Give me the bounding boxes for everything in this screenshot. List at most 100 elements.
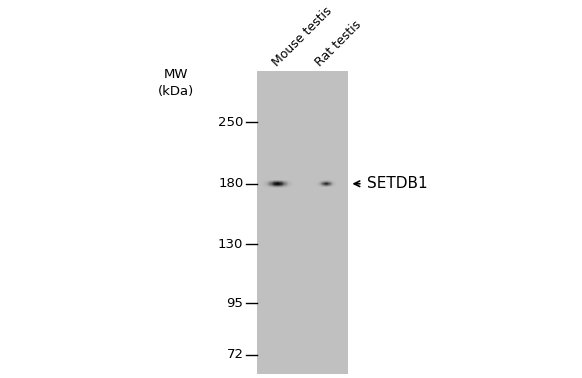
Bar — [276, 182, 277, 183]
Bar — [269, 180, 270, 181]
Bar — [271, 183, 272, 184]
Bar — [283, 187, 284, 188]
Bar — [277, 180, 278, 181]
Bar — [288, 184, 289, 185]
Bar — [272, 185, 274, 186]
Bar — [267, 184, 268, 185]
Bar — [278, 180, 279, 181]
Bar — [292, 184, 293, 185]
Bar — [286, 180, 287, 181]
Bar — [266, 186, 267, 187]
Bar — [281, 187, 282, 188]
Bar — [284, 183, 285, 184]
Bar — [290, 180, 291, 181]
Bar — [265, 187, 266, 188]
Bar — [293, 180, 294, 181]
Bar — [281, 181, 282, 182]
Bar — [276, 185, 277, 186]
Bar — [261, 186, 262, 187]
Bar — [274, 181, 275, 182]
Bar — [280, 184, 281, 185]
Bar — [264, 182, 265, 183]
Bar — [274, 180, 275, 181]
Bar — [276, 180, 277, 181]
Bar — [285, 186, 286, 187]
Bar — [287, 185, 288, 186]
Bar — [270, 185, 271, 186]
Bar — [282, 185, 283, 186]
Bar — [278, 186, 279, 187]
Bar — [283, 181, 284, 182]
Text: 72: 72 — [226, 348, 243, 361]
Bar — [264, 184, 265, 185]
Bar — [283, 183, 284, 184]
Bar — [271, 182, 272, 183]
Bar — [268, 185, 269, 186]
Bar — [270, 187, 271, 188]
Bar — [284, 181, 285, 182]
Bar — [269, 181, 270, 182]
Bar — [291, 181, 292, 182]
Bar — [291, 186, 292, 187]
Bar — [279, 181, 280, 182]
Bar — [293, 182, 294, 183]
Bar — [276, 181, 277, 182]
Bar — [289, 186, 290, 187]
Bar — [281, 182, 282, 183]
Bar — [283, 182, 284, 183]
Bar — [285, 184, 286, 185]
Bar — [262, 187, 264, 188]
Bar — [283, 180, 284, 181]
Bar — [270, 181, 271, 182]
Bar — [292, 187, 293, 188]
Bar — [280, 186, 281, 187]
Bar — [288, 187, 289, 188]
Bar — [267, 187, 268, 188]
Bar — [285, 183, 286, 184]
Bar — [261, 187, 262, 188]
Bar — [292, 183, 293, 184]
Bar — [265, 184, 266, 185]
Bar — [281, 183, 282, 184]
Bar — [277, 181, 278, 182]
Bar — [265, 181, 266, 182]
Bar — [279, 180, 280, 181]
Bar — [269, 184, 270, 185]
Bar — [285, 185, 286, 186]
Bar — [280, 185, 281, 186]
Bar — [261, 181, 262, 182]
Bar — [292, 186, 293, 187]
Bar — [286, 181, 287, 182]
Bar — [287, 181, 288, 182]
Bar — [284, 182, 285, 183]
Bar — [288, 185, 289, 186]
Bar — [261, 182, 262, 183]
Bar — [286, 183, 287, 184]
Bar — [279, 184, 280, 185]
Bar — [266, 187, 267, 188]
Bar — [280, 183, 281, 184]
Text: Mouse testis: Mouse testis — [270, 4, 335, 69]
Bar — [282, 183, 283, 184]
Bar — [267, 185, 268, 186]
Bar — [282, 184, 283, 185]
Bar — [289, 187, 290, 188]
Bar — [267, 182, 268, 183]
Bar — [284, 186, 285, 187]
Bar — [282, 180, 283, 181]
Bar — [271, 180, 272, 181]
Bar — [288, 180, 289, 181]
Bar — [286, 184, 287, 185]
Bar — [277, 186, 278, 187]
Bar — [281, 186, 282, 187]
Bar — [288, 186, 289, 187]
Bar — [266, 182, 267, 183]
Bar — [275, 186, 276, 187]
Text: MW: MW — [164, 68, 189, 81]
Bar — [289, 184, 290, 185]
Bar — [292, 180, 293, 181]
Bar — [278, 187, 279, 188]
Bar — [289, 181, 290, 182]
Bar — [290, 182, 291, 183]
Bar — [281, 185, 282, 186]
